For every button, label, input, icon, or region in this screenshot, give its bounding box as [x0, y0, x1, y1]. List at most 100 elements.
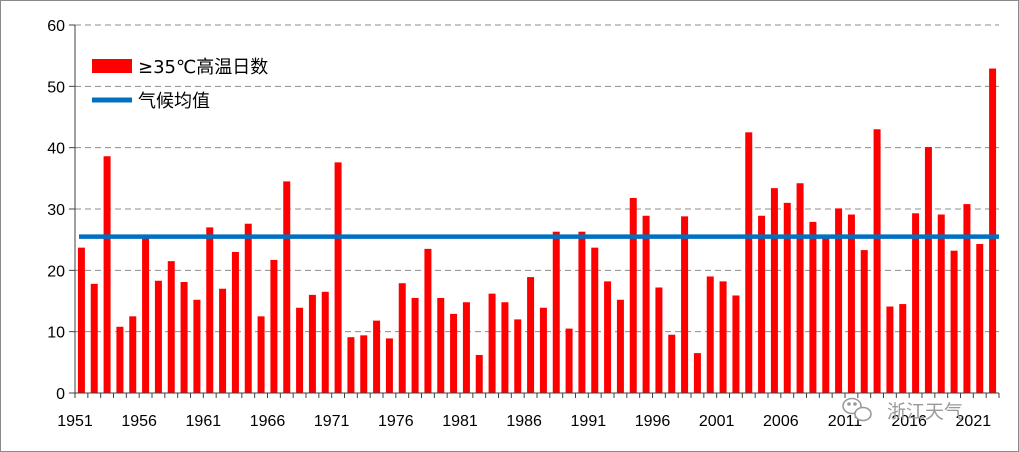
legend-label-bars: ≥35℃高温日数	[138, 57, 268, 78]
bar-1976	[398, 283, 406, 393]
wechat-icon	[842, 397, 872, 422]
bar-2018	[937, 214, 945, 393]
x-axis-tick-labels: 1951 1956 1961 1966 1971 1976 1981 1986 1991 1996…	[57, 413, 991, 430]
bar-1995	[642, 215, 650, 393]
bar-2013	[873, 129, 881, 393]
bar-1956	[142, 234, 150, 393]
gridlines	[69, 24, 1000, 398]
x-tick-label: 1991	[571, 413, 607, 430]
bar-1958	[167, 261, 175, 393]
x-tick-label: 1996	[635, 413, 671, 430]
y-tick-label: 40	[47, 141, 65, 158]
y-tick-label: 10	[47, 325, 65, 342]
bar-2014	[886, 306, 894, 393]
bar-2004	[758, 215, 766, 393]
watermark-text: 浙江天气	[887, 401, 963, 423]
bar-1996	[655, 287, 663, 393]
bar-1959	[180, 281, 188, 393]
x-tick-label: 1961	[186, 413, 222, 430]
bar-2008	[809, 221, 817, 393]
bar-1972	[347, 337, 355, 393]
bar-1951	[77, 247, 85, 393]
bar-1978	[424, 248, 432, 393]
legend: ≥35℃高温日数 气候均值	[92, 57, 268, 112]
bar-2011	[847, 214, 855, 393]
bar-1991	[591, 247, 599, 393]
bar-1957	[154, 280, 162, 393]
bar-1974	[373, 320, 381, 393]
bar-1966	[270, 259, 278, 393]
bar-1987	[539, 307, 547, 393]
bar-1989	[565, 328, 573, 393]
bar-1997	[668, 334, 676, 393]
bar-1963	[231, 251, 239, 393]
bar-1954	[116, 326, 124, 393]
bar-1964	[244, 223, 252, 393]
bar-1965	[257, 316, 265, 393]
bar-2000	[706, 276, 714, 393]
bar-2003	[745, 132, 753, 394]
bar-1986	[527, 277, 535, 393]
bar-1967	[283, 181, 291, 393]
bar-1998	[681, 216, 689, 393]
bar-1961	[206, 227, 214, 393]
bar-1968	[296, 307, 304, 393]
bar-1990	[578, 231, 586, 393]
bar-2005	[770, 188, 778, 393]
legend-label-average: 气候均值	[138, 91, 210, 112]
bar-2021	[976, 243, 984, 393]
bar-2020	[963, 204, 971, 393]
x-tick-label: 2011	[828, 413, 863, 430]
bar-2016	[912, 213, 920, 393]
bar-1973	[360, 335, 368, 393]
bar-1975	[385, 338, 393, 393]
bar-1994	[629, 197, 637, 393]
bar-1979	[437, 297, 445, 393]
bar-1983	[488, 293, 496, 393]
bar-2022	[989, 68, 997, 394]
bar-1980	[450, 313, 458, 393]
bar-1953	[103, 156, 111, 393]
x-tick-label: 2021	[956, 413, 992, 430]
x-tick-label: 2006	[763, 413, 799, 430]
legend-swatch-bars	[92, 59, 132, 73]
bar-2017	[924, 147, 932, 393]
y-axis-tick-labels: 0 10 20 30 40 50 60	[47, 18, 65, 403]
y-tick-label: 20	[47, 263, 65, 280]
bar-2010	[835, 208, 843, 393]
bar-1981	[462, 302, 470, 393]
bar-2009	[822, 238, 830, 393]
bar-2001	[719, 281, 727, 393]
bar-1993	[616, 299, 624, 393]
bar-1982	[475, 354, 483, 393]
x-tick-label: 1976	[378, 413, 414, 430]
axes	[74, 25, 999, 394]
bar-1971	[334, 162, 342, 393]
y-tick-label: 0	[56, 386, 65, 403]
bar-2006	[783, 202, 791, 393]
x-tick-label: 1956	[121, 413, 157, 430]
x-tick-label: 2016	[891, 413, 927, 430]
bar-1977	[411, 297, 419, 393]
watermark: 浙江天气	[842, 397, 963, 423]
y-tick-label: 60	[47, 18, 65, 35]
x-tick-label: 1951	[57, 413, 93, 430]
x-tick-label: 2001	[699, 413, 735, 430]
y-tick-label: 50	[47, 79, 65, 96]
x-tick-label: 1981	[442, 413, 478, 430]
bar-1992	[604, 281, 612, 393]
bar-1962	[219, 288, 227, 393]
bar-2012	[860, 250, 868, 393]
bar-series	[77, 68, 997, 394]
y-tick-label: 30	[47, 202, 65, 219]
bar-1988	[552, 231, 560, 393]
bar-1960	[193, 299, 201, 393]
bar-2015	[899, 304, 907, 393]
bar-2007	[796, 183, 804, 393]
bar-2002	[732, 295, 740, 393]
x-tick-label: 1966	[250, 413, 286, 430]
bar-1999	[693, 353, 701, 393]
bar-2019	[950, 250, 958, 393]
